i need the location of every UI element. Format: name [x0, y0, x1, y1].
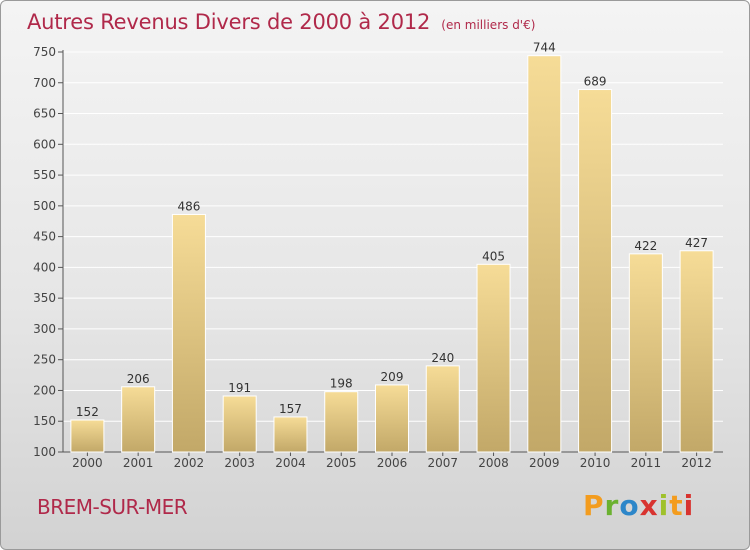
y-tick-label: 150 — [33, 414, 56, 428]
x-tick-label: 2011 — [631, 456, 662, 470]
x-tick-label: 2005 — [326, 456, 357, 470]
x-tick-label: 2000 — [72, 456, 103, 470]
y-tick-label: 250 — [33, 353, 56, 367]
bar — [121, 386, 156, 453]
x-tick-label: 2003 — [224, 456, 255, 470]
chart-title-text: Autres Revenus Divers de 2000 à 2012 — [27, 10, 431, 34]
y-tick-label: 200 — [33, 383, 56, 397]
logo-letter: o — [619, 489, 640, 522]
y-tick-label: 350 — [33, 291, 56, 305]
logo-letter: P — [583, 489, 605, 522]
y-tick-label: 600 — [33, 137, 56, 151]
axis-layer: 100 150 200 250 300 350 400 450 500 550 600 650 700 7… — [33, 45, 723, 470]
y-tick-label: 500 — [33, 199, 56, 213]
bar-value-label: 206 — [127, 372, 150, 386]
x-tick-label: 2012 — [681, 456, 712, 470]
bar — [171, 213, 206, 453]
bar-value-label: 486 — [177, 199, 200, 213]
y-tick-label: 100 — [33, 445, 56, 459]
x-tick-label: 2010 — [580, 456, 611, 470]
bar — [324, 391, 359, 453]
bar-value-label: 427 — [685, 236, 708, 250]
bar-value-label: 198 — [330, 377, 353, 391]
bar — [70, 419, 105, 453]
bar — [425, 365, 460, 453]
y-tick-label: 750 — [33, 45, 56, 59]
x-tick-label: 2004 — [275, 456, 306, 470]
label-layer: 152 206 486 191 157 198 209 240 405 744 689 422 427 — [76, 41, 708, 419]
x-tick-label: 2007 — [427, 456, 458, 470]
bar — [476, 263, 511, 453]
y-tick-label: 550 — [33, 168, 56, 182]
bar — [679, 250, 714, 453]
x-tick-label: 2006 — [377, 456, 408, 470]
bar — [375, 384, 409, 453]
y-tick-label: 300 — [33, 322, 56, 336]
logo-letter: i — [683, 489, 695, 522]
bar-value-label: 240 — [431, 351, 454, 365]
bar — [273, 416, 308, 453]
bar-value-label: 209 — [381, 370, 404, 384]
town-name: BREM-SUR-MER — [37, 495, 188, 519]
bar-value-label: 744 — [533, 41, 556, 55]
logo-letter: t — [669, 489, 684, 522]
chart-unit-text: (en milliers d'€) — [441, 18, 536, 32]
y-tick-label: 700 — [33, 76, 56, 90]
bar — [527, 55, 562, 453]
grid-layer — [63, 51, 723, 422]
logo-letter: r — [604, 489, 620, 522]
logo-letter: x — [639, 489, 659, 522]
x-tick-label: 2008 — [478, 456, 509, 470]
y-tick-label: 450 — [33, 230, 56, 244]
bar-value-label: 405 — [482, 249, 505, 263]
bar — [578, 89, 613, 453]
bar-value-label: 689 — [584, 75, 607, 89]
bar-value-label: 422 — [634, 239, 657, 253]
bar — [222, 395, 257, 453]
proxiti-logo: Proxiti — [583, 489, 694, 522]
bar-value-label: 157 — [279, 402, 302, 416]
bar-value-label: 152 — [76, 405, 99, 419]
bar-layer — [70, 55, 714, 453]
y-tick-label: 650 — [33, 107, 56, 121]
bar-value-label: 191 — [228, 381, 251, 395]
chart-title: Autres Revenus Divers de 2000 à 2012 (en… — [27, 10, 535, 34]
x-tick-label: 2009 — [529, 456, 560, 470]
x-tick-label: 2001 — [123, 456, 154, 470]
bar — [628, 253, 663, 453]
logo-letter: i — [658, 489, 670, 522]
y-tick-label: 400 — [33, 260, 56, 274]
x-tick-label: 2002 — [174, 456, 205, 470]
